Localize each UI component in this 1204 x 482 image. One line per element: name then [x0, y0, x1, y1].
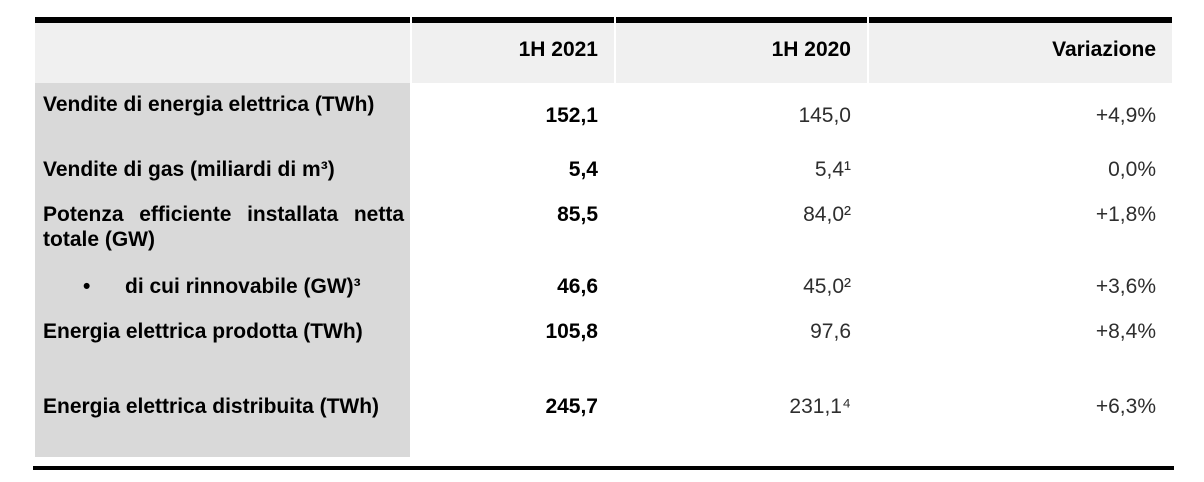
- value-1h2021: 105,8: [412, 310, 614, 385]
- value-1h2021: 245,7: [412, 385, 614, 457]
- value-variazione: 0,0%: [869, 148, 1172, 193]
- value-1h2021: 85,5: [412, 193, 614, 265]
- table-row: Energia elettrica distribuita (TWh) 245,…: [35, 385, 1172, 457]
- row-label: • di cui rinnovabile (GW)³: [35, 265, 410, 310]
- row-label: Potenza efficiente installata netta tota…: [35, 193, 410, 265]
- table-row: Energia elettrica prodotta (TWh) 105,8 9…: [35, 310, 1172, 385]
- header-row: 1H 2021 1H 2020 Variazione: [35, 17, 1172, 83]
- value-1h2020: 145,0: [616, 83, 867, 148]
- header-cell-variazione: Variazione: [869, 17, 1172, 83]
- table-row: Vendite di gas (miliardi di m³) 5,4 5,4¹…: [35, 148, 1172, 193]
- value-1h2021: 46,6: [412, 265, 614, 310]
- row-label: Vendite di energia elettrica (TWh): [35, 83, 410, 148]
- table-row: • di cui rinnovabile (GW)³ 46,6 45,0² +3,…: [35, 265, 1172, 310]
- row-label: Energia elettrica distribuita (TWh): [35, 385, 410, 457]
- value-1h2020: 45,0²: [616, 265, 867, 310]
- row-label: Vendite di gas (miliardi di m³): [35, 148, 410, 193]
- header-cell-1h2021: 1H 2021: [412, 17, 614, 83]
- row-label-text: di cui rinnovabile (GW)³: [125, 275, 361, 298]
- value-1h2021: 152,1: [412, 83, 614, 148]
- table-bottom-rule: [33, 466, 1174, 470]
- header-cell-empty: [35, 17, 410, 83]
- row-label: Energia elettrica prodotta (TWh): [35, 310, 410, 385]
- value-variazione: +3,6%: [869, 265, 1172, 310]
- value-1h2020: 84,0²: [616, 193, 867, 265]
- kpi-table: 1H 2021 1H 2020 Variazione Vendite di en…: [33, 17, 1174, 457]
- value-variazione: +6,3%: [869, 385, 1172, 457]
- value-1h2020: 5,4¹: [616, 148, 867, 193]
- value-variazione: +1,8%: [869, 193, 1172, 265]
- table-row: Potenza efficiente installata netta tota…: [35, 193, 1172, 265]
- bullet-icon: •: [83, 275, 91, 298]
- value-variazione: +8,4%: [869, 310, 1172, 385]
- value-1h2020: 231,1⁴: [616, 385, 867, 457]
- value-1h2021: 5,4: [412, 148, 614, 193]
- header-cell-1h2020: 1H 2020: [616, 17, 867, 83]
- value-variazione: +4,9%: [869, 83, 1172, 148]
- value-1h2020: 97,6: [616, 310, 867, 385]
- table-row: Vendite di energia elettrica (TWh) 152,1…: [35, 83, 1172, 148]
